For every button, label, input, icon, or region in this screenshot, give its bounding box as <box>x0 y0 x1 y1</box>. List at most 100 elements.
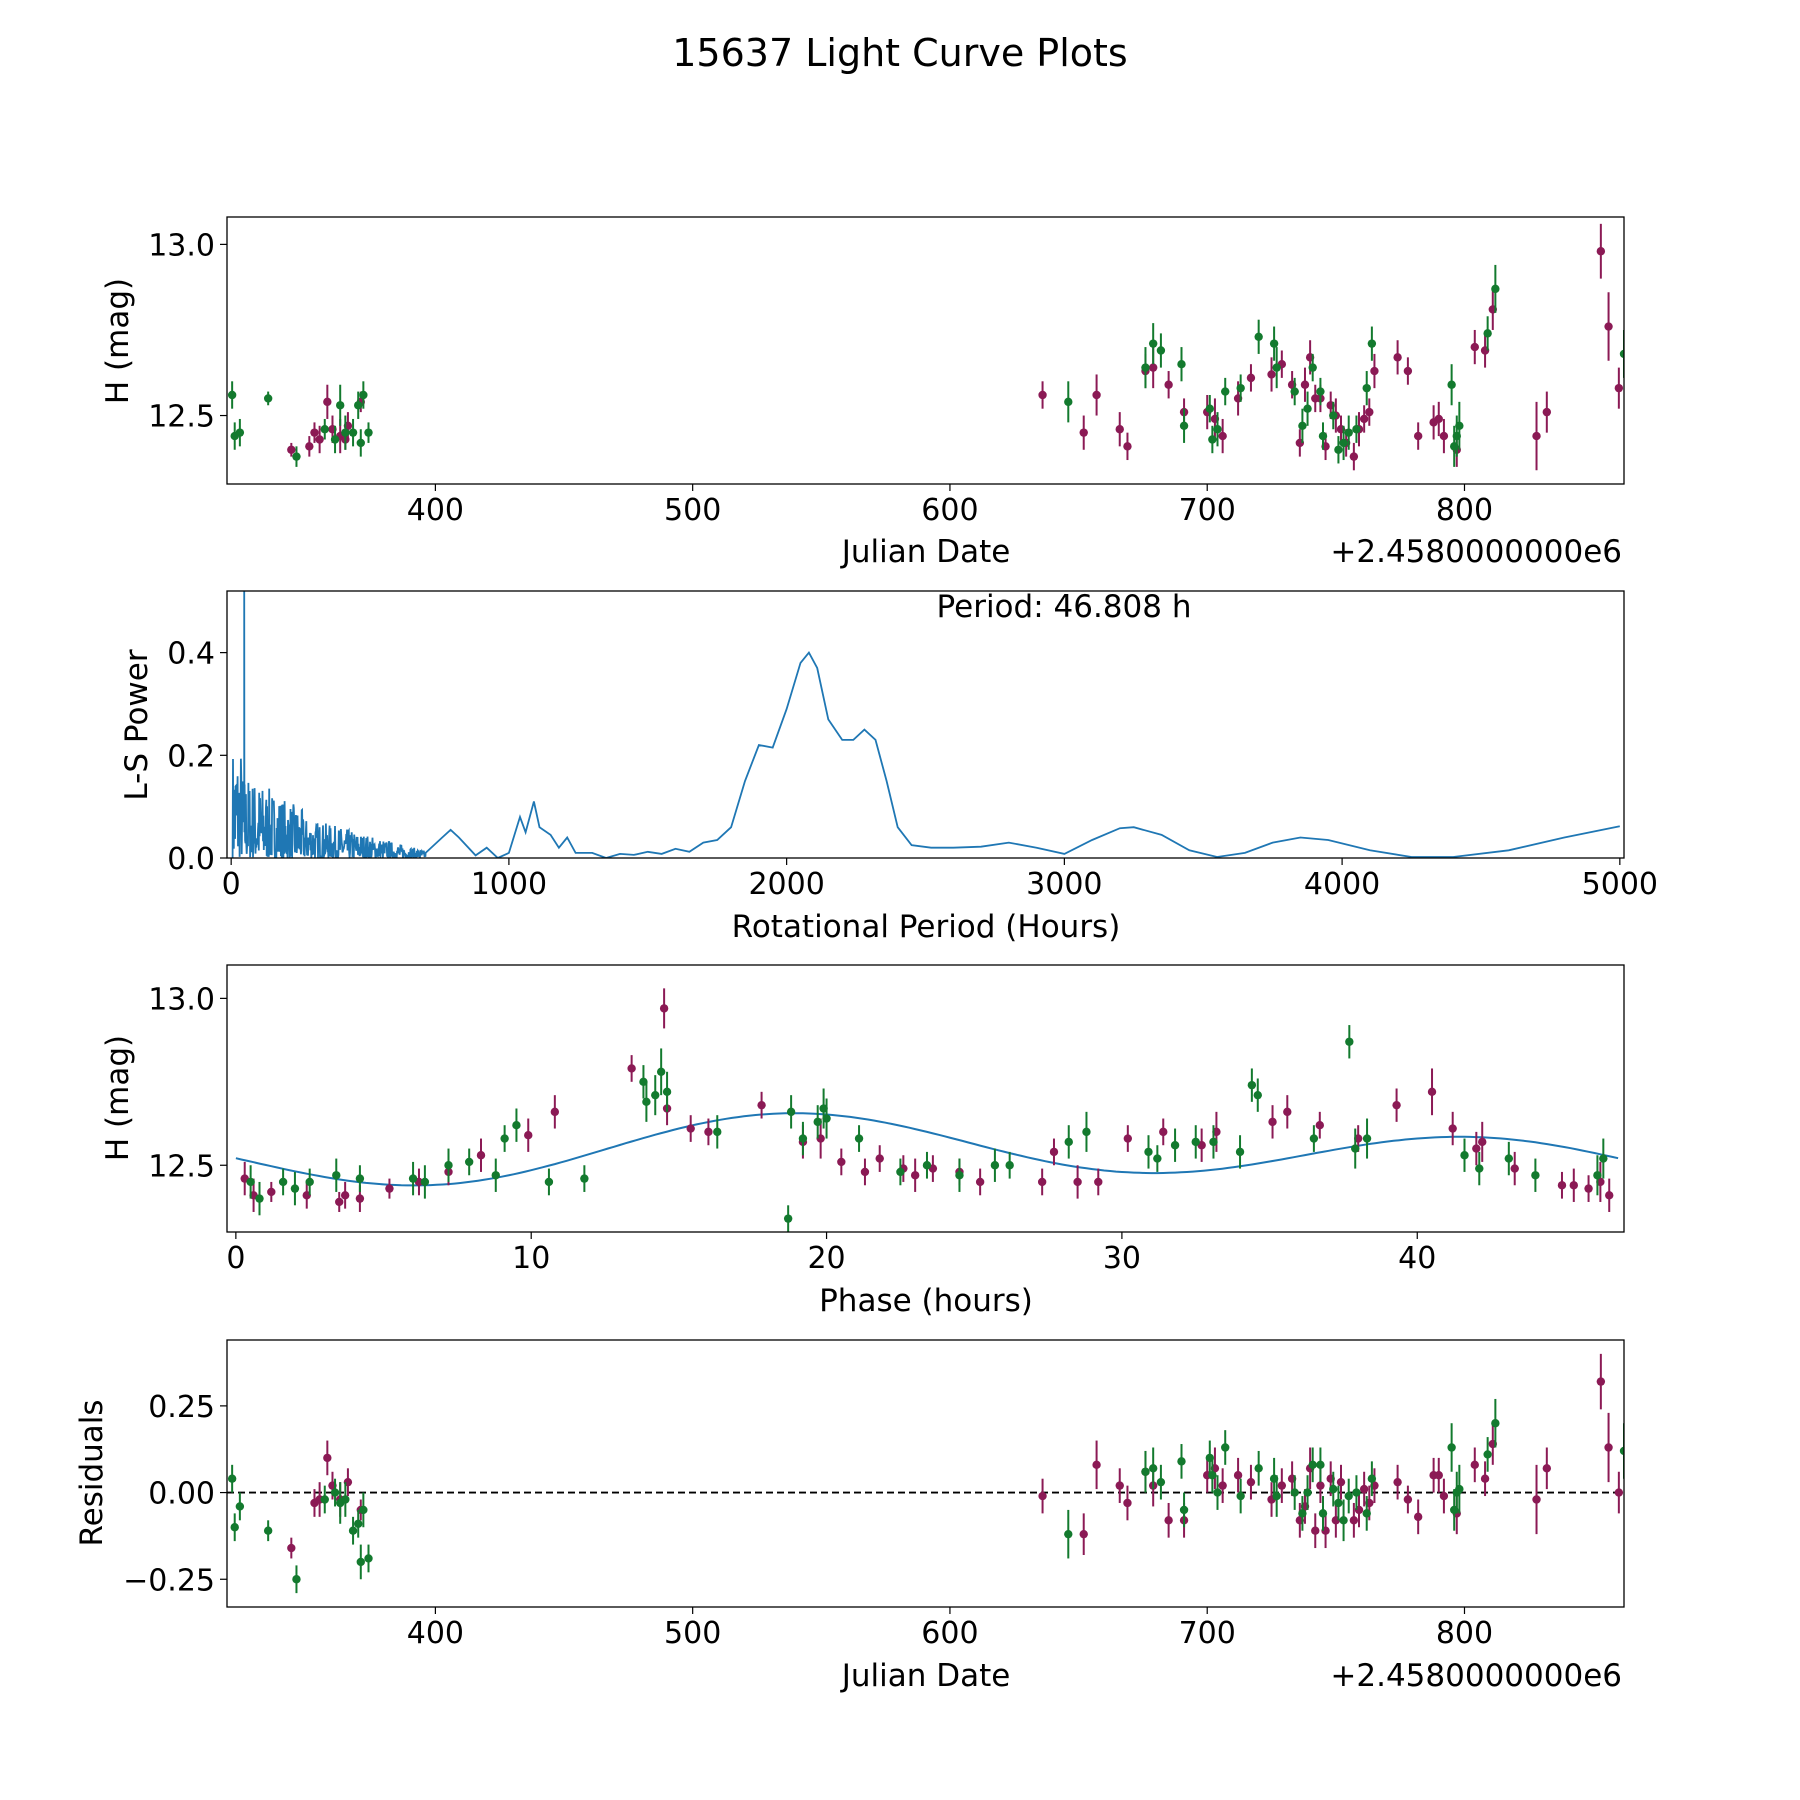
resid-point-maroon <box>1233 1471 1243 1480</box>
phase-point-green <box>1504 1154 1514 1163</box>
ls-xlabel: Rotational Period (Hours) <box>732 909 1121 945</box>
ls-ytick-label: 0.2 <box>167 739 215 774</box>
phase-xtick-label: 30 <box>1103 1241 1141 1276</box>
resid-point-maroon <box>1439 1491 1449 1501</box>
resid-plot-area: 400 500 600 700 800 −0.25 0.00 0.25 <box>123 1339 1625 1651</box>
lc-point-green <box>1269 339 1279 348</box>
phase-point-green <box>1005 1161 1014 1170</box>
resid-xlabel: Julian Date <box>840 1658 1011 1694</box>
resid-point-green <box>348 1526 358 1535</box>
lc-point-green <box>1367 339 1377 348</box>
phase-point-green <box>512 1121 521 1130</box>
resid-ylabel: Residuals <box>74 1399 110 1546</box>
resid-point-green <box>1064 1529 1073 1539</box>
panel-residuals: Residuals Julian Date +2.4580000000e6 40… <box>74 1339 1625 1694</box>
lc-point-green <box>1344 428 1353 437</box>
panel-phased-curve: H (mag) Phase (hours) 0 10 20 30 40 12.5 13.0 <box>100 964 1625 1319</box>
resid-point-green <box>230 1523 239 1532</box>
phase-xtick-label: 20 <box>807 1241 845 1276</box>
lc-point-green <box>1316 387 1325 396</box>
phase-point-maroon <box>1605 1191 1614 1200</box>
lc-point-green <box>1254 332 1263 342</box>
phase-ytick-label: 12.5 <box>148 1149 215 1184</box>
phase-point-green <box>1475 1164 1484 1173</box>
lc-point-green <box>1177 359 1186 369</box>
phase-point-green <box>822 1114 831 1123</box>
resid-point-maroon <box>1115 1481 1124 1490</box>
resid-point-green <box>1298 1509 1307 1518</box>
phase-point-green <box>651 1090 660 1100</box>
lc-point-maroon <box>1115 425 1124 434</box>
phase-point-green <box>500 1134 509 1143</box>
lc-point-maroon <box>1370 366 1379 376</box>
resid-point-green <box>227 1474 237 1483</box>
lc-point-maroon <box>323 397 332 407</box>
phase-point-maroon <box>1159 1127 1168 1137</box>
lc-point-maroon <box>1413 431 1423 441</box>
phase-point-maroon <box>1510 1164 1519 1173</box>
resid-point-maroon <box>1359 1484 1369 1494</box>
phase-point-green <box>408 1174 418 1183</box>
phase-point-green <box>355 1174 365 1183</box>
phase-point-maroon <box>1049 1147 1059 1157</box>
resid-xtick-label: 800 <box>1436 1616 1493 1651</box>
phase-model-line <box>235 1112 1619 1187</box>
lc-point-green <box>263 394 273 403</box>
resid-point-green <box>1339 1516 1348 1525</box>
lc-point-green <box>1064 397 1073 407</box>
lc-point-maroon <box>310 428 319 437</box>
resid-point-maroon <box>1349 1516 1359 1525</box>
resid-xtick-label: 500 <box>664 1616 721 1651</box>
ls-xtick-label: 3000 <box>1026 867 1102 902</box>
phase-point-maroon <box>1123 1134 1133 1143</box>
lc-point-maroon <box>287 445 296 454</box>
phase-point-green <box>1593 1171 1602 1180</box>
phase-point-green <box>1191 1137 1200 1147</box>
resid-point-green <box>1272 1491 1281 1501</box>
lc-point-green <box>1156 346 1166 355</box>
lc-point-green <box>1298 421 1307 431</box>
resid-point-green <box>1362 1509 1371 1518</box>
phase-point-maroon <box>385 1184 394 1193</box>
resid-point-green <box>1352 1488 1361 1497</box>
phase-point-green <box>642 1097 651 1107</box>
phase-point-green <box>420 1177 430 1187</box>
resid-marks <box>227 1353 1624 1594</box>
resid-ytick-label: −0.25 <box>123 1563 215 1598</box>
phase-point-green <box>1599 1154 1608 1163</box>
phase-point-green <box>305 1177 314 1187</box>
lc-point-green <box>1334 445 1343 454</box>
phase-point-green <box>662 1087 672 1097</box>
resid-point-maroon <box>1246 1477 1256 1487</box>
lc-point-green <box>356 438 365 448</box>
phase-point-maroon <box>267 1187 276 1197</box>
lc-point-green <box>359 390 368 400</box>
lc-point-maroon <box>1393 353 1402 362</box>
resid-point-green <box>1177 1457 1186 1466</box>
resid-point-green <box>1179 1505 1189 1515</box>
phase-point-green <box>491 1171 500 1180</box>
phase-point-green <box>1309 1134 1319 1143</box>
lc-ytick-label: 13.0 <box>148 228 215 263</box>
lc-marks <box>227 223 1624 471</box>
resid-point-maroon <box>1470 1460 1479 1470</box>
lc-point-green <box>1447 380 1456 389</box>
resid-point-green <box>1316 1460 1325 1470</box>
lc-point-green <box>1221 387 1230 396</box>
phase-point-maroon <box>1427 1087 1437 1097</box>
lc-point-green <box>1236 383 1245 393</box>
lc-point-maroon <box>1092 390 1101 400</box>
phase-point-green <box>1064 1137 1073 1147</box>
resid-point-green <box>1447 1443 1456 1452</box>
resid-point-maroon <box>1079 1529 1088 1539</box>
lc-offset-text: +2.4580000000e6 <box>1330 534 1622 570</box>
phase-point-maroon <box>1094 1177 1103 1187</box>
phase-point-green <box>544 1177 554 1187</box>
lc-point-green <box>1179 421 1189 431</box>
resid-point-maroon <box>323 1453 332 1463</box>
phase-plot-area: 0 10 20 30 40 12.5 13.0 <box>148 964 1625 1276</box>
lc-point-green <box>1148 339 1158 348</box>
lc-frame <box>226 216 1625 485</box>
phase-point-maroon <box>757 1100 766 1110</box>
resid-point-green <box>1156 1477 1166 1487</box>
